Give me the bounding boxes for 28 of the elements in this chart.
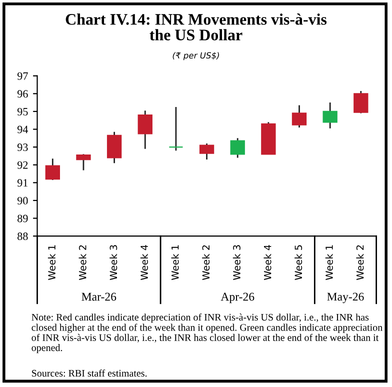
y-tick-label: 97 [17, 72, 28, 80]
x-tick-label: Week 4 [264, 244, 272, 280]
y-tick-label: 89 [18, 214, 28, 222]
y-tick-label: 95 [17, 108, 28, 116]
text: Apr-26 [220, 292, 254, 304]
x-tick-label: Week 4 [140, 244, 148, 280]
y-tick-label: 93 [17, 144, 28, 152]
text: Mar-26 [82, 292, 116, 301]
y-tick-label: 94 [17, 126, 28, 134]
text: May-26 [327, 292, 364, 304]
x-tick-label: Week 3 [232, 245, 240, 280]
chart-subtitle: (₹ per US$) [172, 52, 219, 60]
x-tick-label: Week 1 [48, 245, 56, 280]
text: Note: Red candles indicate depreciation of INR vis-à-vis US dollar, i.e., the INR has closed higher at the end of the week than it opened. Green candles indicate appreciation of INR vis-à-vis US dollar, i.e., the INR has closed lower at the end of the week than it opened. [32, 313, 382, 354]
x-tick-label: Week 2 [356, 245, 364, 280]
chart-title: Chart IV.14: INR Movements vis-à-vis the US Dollar [66, 14, 327, 40]
x-tick-label: Week 1 [171, 245, 179, 280]
y-tick-label: 88 [18, 232, 28, 240]
x-tick-label: Week 2 [202, 245, 210, 280]
source-note: Sources: RBI staff estimates. [32, 369, 147, 377]
y-tick-label: 96 [17, 90, 28, 98]
y-tick-label: 90 [17, 196, 28, 204]
x-tick-label: Week 3 [110, 245, 118, 280]
y-tick-label: 91 [17, 179, 28, 187]
y-tick-label: 92 [17, 161, 28, 169]
x-tick-label: Week 2 [78, 245, 86, 280]
x-tick-label: Week 1 [325, 245, 333, 280]
x-tick-label: Week 5 [294, 245, 302, 280]
